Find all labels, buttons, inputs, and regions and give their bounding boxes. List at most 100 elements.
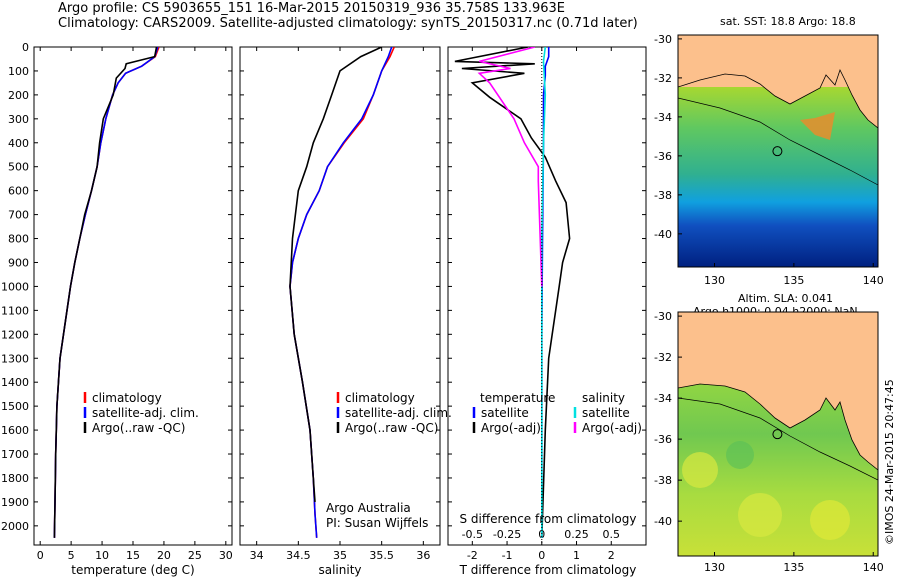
salinity-series <box>289 47 395 538</box>
depth-tick-label: 500 <box>8 161 29 174</box>
legend-label-climatology: climatology <box>345 391 415 405</box>
coastline <box>678 383 878 471</box>
s-tick-label: -0.25 <box>493 528 521 541</box>
argo-location-marker <box>772 429 783 440</box>
legend-label-temp-argo: Argo(-adj) <box>481 421 541 435</box>
depth-tick-label: 600 <box>8 185 29 198</box>
sst-map-axes: 130 135 140 -30 -32 -34 -36 -38 -40 <box>654 33 884 287</box>
series-line <box>53 47 158 538</box>
s-tick-label: 0.5 <box>603 528 621 541</box>
map-x-tick-label: 140 <box>863 274 884 287</box>
map-y-tick-label: -34 <box>654 111 672 124</box>
legend-label-satellite: satellite-adj. clim. <box>92 406 199 420</box>
temperature-plot-frame <box>33 46 233 546</box>
x-tick-label: 34.5 <box>286 549 311 562</box>
x-tick-label: 5 <box>68 549 75 562</box>
legend-label-argo: Argo(..raw -QC) <box>92 421 185 435</box>
series-line <box>289 47 383 502</box>
map-y-tick-label: -30 <box>654 310 672 323</box>
x-tick-label: 15 <box>126 549 140 562</box>
map-y-tick-label: -40 <box>654 515 672 528</box>
legend-label-argo: Argo(..raw -QC) <box>345 421 438 435</box>
salinity-x-axis: 34 34.5 35 35.5 36 <box>250 47 430 562</box>
argo-location-marker <box>772 146 783 157</box>
sla-map-axes: 130 135 140 -30 -32 -34 -36 -38 -40 <box>654 310 884 574</box>
x-tick-label: -2 <box>467 549 478 562</box>
map-y-tick-label: -40 <box>654 228 672 241</box>
legend-label-temp-satellite: satellite <box>481 406 529 420</box>
coastline <box>678 68 878 129</box>
x-tick-label: 1 <box>573 549 580 562</box>
temperature-legend: climatology satellite-adj. clim. Argo(..… <box>83 391 199 435</box>
map-x-tick-label: 135 <box>783 274 804 287</box>
depth-tick-label: 1800 <box>1 472 29 485</box>
depth-tick-label: 1700 <box>1 448 29 461</box>
map-y-tick-label: -38 <box>654 474 672 487</box>
depth-tick-label: 100 <box>8 65 29 78</box>
depth-tick-label: 1900 <box>1 496 29 509</box>
depth-tick-label: 1100 <box>1 304 29 317</box>
sla-map-frame <box>677 311 879 557</box>
land-region <box>678 312 878 470</box>
temperature-series <box>53 47 160 538</box>
series-line <box>289 47 395 538</box>
map-y-tick-label: -38 <box>654 189 672 202</box>
sla-map-image <box>678 312 878 556</box>
legend-title-salinity: salinity <box>582 391 625 405</box>
map-y-tick-label: -32 <box>654 72 672 85</box>
sst-map-frame <box>677 34 879 268</box>
depth-tick-label: 200 <box>8 89 29 102</box>
x-tick-label: 25 <box>188 549 202 562</box>
series-line <box>289 47 393 538</box>
sst-map-image <box>678 35 878 267</box>
legend-title-temperature: temperature <box>480 391 555 405</box>
depth-tick-label: 1500 <box>1 400 29 413</box>
x-tick-label: -1 <box>502 549 513 562</box>
map-x-tick-label: 130 <box>704 274 725 287</box>
temperature-x-axis: 0 5 10 15 20 25 30 <box>37 47 233 562</box>
timestamp-stamp: ©IMOS 24-Mar-2015 20:47:45 <box>883 379 896 545</box>
map-y-tick-label: -32 <box>654 351 672 364</box>
x-tick-label: 2 <box>608 549 615 562</box>
map-x-tick-label: 135 <box>783 561 804 574</box>
salinity-annotation-line2: PI: Susan Wijffels <box>326 516 428 530</box>
depth-tick-label: 700 <box>8 209 29 222</box>
depth-tick-label: 1600 <box>1 424 29 437</box>
depth-tick-label: 2000 <box>1 520 29 533</box>
x-tick-label: 20 <box>157 549 171 562</box>
map-y-tick-label: -36 <box>654 433 672 446</box>
depth-axis: 0 100 200 300 400 500 600 700 800 900 1000 1100 1200… <box>1 41 646 533</box>
figure-title: Argo profile: CS 5903655_151 16-Mar-2015… <box>58 1 566 16</box>
difference-x-axis: -2 -1 0 1 2-0.5 -0.25 0 0.25 0.5 <box>462 47 620 562</box>
figure-subtitle: Climatology: CARS2009. Satellite-adjuste… <box>58 16 638 31</box>
series-line <box>540 47 547 538</box>
difference-temperature-legend: temperature satellite Argo(-adj) <box>472 391 555 435</box>
depth-tick-label: 900 <box>8 256 29 269</box>
x-tick-label: 35 <box>333 549 347 562</box>
salinity-plot-frame <box>239 46 441 546</box>
depth-tick-label: 0 <box>22 41 29 54</box>
depth-tick-label: 1000 <box>1 280 29 293</box>
series-line <box>540 47 550 538</box>
salinity-xlabel: salinity <box>318 563 361 577</box>
s-tick-label: -0.5 <box>462 528 483 541</box>
difference-xlabel-top: S difference from climatology <box>460 512 637 526</box>
salinity-legend: climatology satellite-adj. clim. Argo(..… <box>336 391 452 435</box>
x-tick-label: 10 <box>95 549 109 562</box>
difference-xlabel: T difference from climatology <box>459 563 637 577</box>
x-tick-label: 36 <box>416 549 430 562</box>
x-tick-label: 30 <box>219 549 233 562</box>
depth-tick-label: 300 <box>8 113 29 126</box>
sst-map-title: sat. SST: 18.8 Argo: 18.8 <box>720 15 856 28</box>
legend-label-satellite: satellite-adj. clim. <box>345 406 452 420</box>
shelf-contour <box>678 397 878 481</box>
depth-tick-label: 1400 <box>1 376 29 389</box>
temperature-xlabel: temperature (deg C) <box>71 563 194 577</box>
depth-tick-label: 400 <box>8 137 29 150</box>
depth-tick-label: 800 <box>8 233 29 246</box>
map-y-tick-label: -30 <box>654 33 672 46</box>
sla-map-title: Altim. SLA: 0.041 <box>738 292 834 305</box>
legend-label-sal-satellite: satellite <box>582 406 630 420</box>
s-tick-label: 0.25 <box>564 528 589 541</box>
